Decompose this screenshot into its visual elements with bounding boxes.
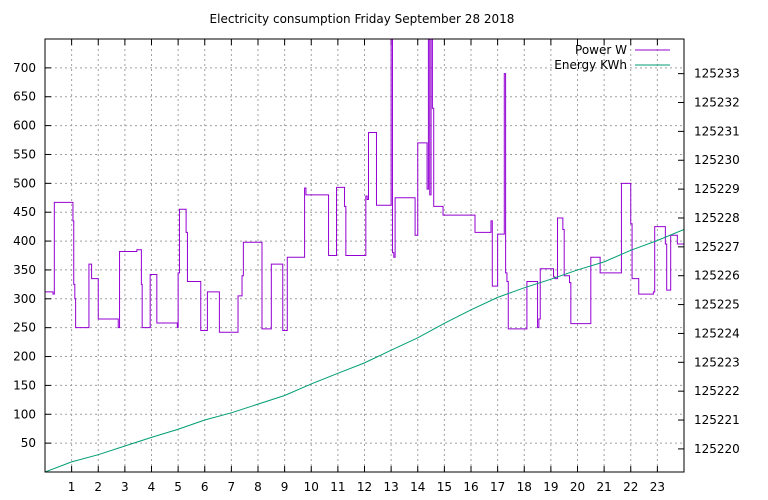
y2-tick-label: 125224 [694, 326, 740, 340]
y-tick-label: 300 [13, 292, 36, 306]
y2-tick-label: 125222 [694, 384, 740, 398]
chart-title: Electricity consumption Friday September… [210, 12, 515, 26]
series-line-energy [45, 229, 684, 472]
y2-tick-label: 125227 [694, 240, 740, 254]
y-tick-label: 400 [13, 234, 36, 248]
y2-tick-label: 125232 [694, 96, 740, 110]
x-tick-label: 9 [281, 480, 289, 494]
x-tick-label: 4 [148, 480, 156, 494]
y-tick-label: 350 [13, 263, 36, 277]
x-tick-label: 11 [330, 480, 345, 494]
y2-tick-label: 125231 [694, 124, 740, 138]
x-tick-label: 21 [596, 480, 611, 494]
y-tick-label: 650 [13, 90, 36, 104]
x-tick-label: 15 [437, 480, 452, 494]
series-line-power [45, 39, 684, 333]
y-tick-label: 250 [13, 321, 36, 335]
x-tick-label: 18 [517, 480, 532, 494]
x-tick-label: 7 [228, 480, 236, 494]
y2-tick-label: 125220 [694, 442, 740, 456]
y2-tick-label: 125221 [694, 413, 740, 427]
x-tick-label: 16 [463, 480, 478, 494]
y-tick-label: 100 [13, 407, 36, 421]
plot-frame [44, 38, 685, 473]
x-tick-label: 8 [254, 480, 262, 494]
x-tick-label: 13 [383, 480, 398, 494]
y-tick-label: 600 [13, 119, 36, 133]
y2-tick-label: 125223 [694, 355, 740, 369]
y2-tick-label: 125226 [694, 269, 740, 283]
tick-layer: 1 2 3 4 5 6 7 8 9 10 11 12 13 14 15 16 17 18 19 20 21 22 23501… [13, 39, 740, 494]
y2-tick-label: 125229 [694, 182, 740, 196]
x-tick-label: 10 [304, 480, 319, 494]
x-tick-label: 19 [543, 480, 558, 494]
x-tick-label: 5 [174, 480, 182, 494]
y-tick-label: 500 [13, 176, 36, 190]
x-tick-label: 14 [410, 480, 425, 494]
legend-label: Power W [575, 43, 627, 57]
x-tick-label: 12 [357, 480, 372, 494]
x-tick-label: 23 [650, 480, 665, 494]
y-tick-label: 550 [13, 147, 36, 161]
x-tick-label: 1 [68, 480, 76, 494]
y2-tick-label: 125233 [694, 67, 740, 81]
x-tick-label: 3 [121, 480, 129, 494]
x-tick-label: 17 [490, 480, 505, 494]
legend-label: Energy KWh [554, 58, 627, 72]
x-tick-label: 2 [94, 480, 102, 494]
y2-tick-label: 125228 [694, 211, 740, 225]
y-tick-label: 700 [13, 61, 36, 75]
grid-layer [45, 39, 684, 472]
x-tick-label: 6 [201, 480, 209, 494]
series-layer [45, 39, 684, 472]
y-tick-label: 150 [13, 378, 36, 392]
y-tick-label: 50 [21, 436, 36, 450]
x-tick-label: 20 [570, 480, 585, 494]
y2-tick-label: 125225 [694, 298, 740, 312]
y-tick-label: 450 [13, 205, 36, 219]
y-tick-label: 200 [13, 350, 36, 364]
y2-tick-label: 125230 [694, 153, 740, 167]
x-tick-label: 22 [623, 480, 638, 494]
